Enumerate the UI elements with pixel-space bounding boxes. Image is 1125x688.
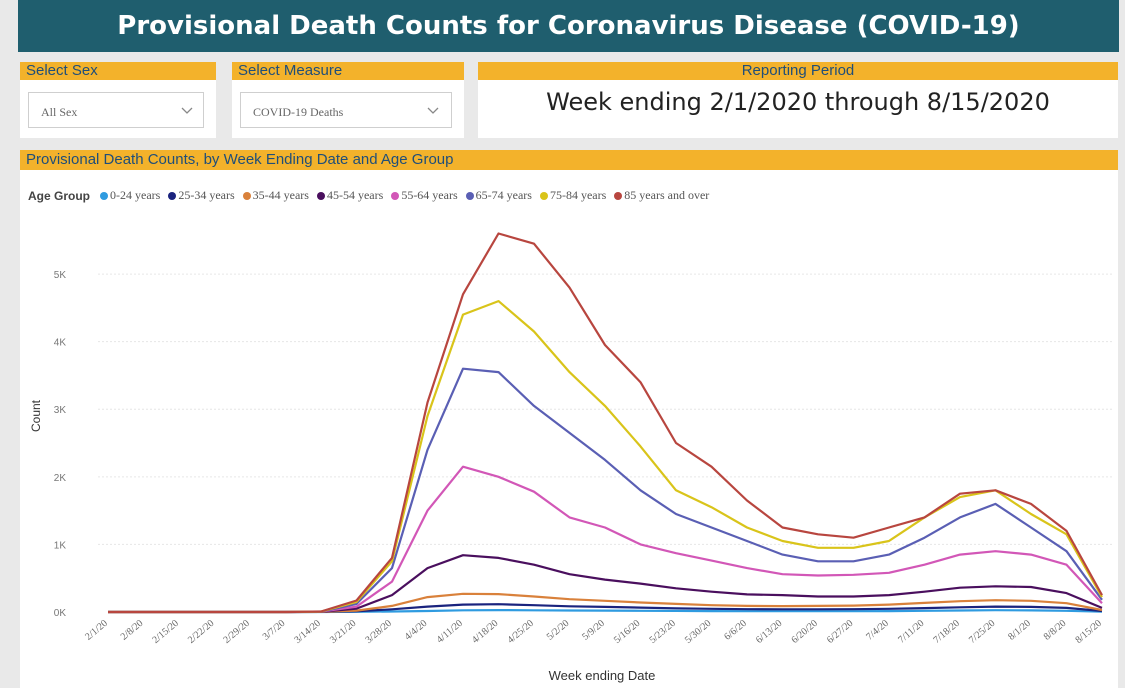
x-tick-label: 8/8/20	[1042, 618, 1069, 643]
x-tick-label: 4/11/20	[435, 618, 465, 646]
legend-item[interactable]: 35-44 years	[242, 188, 309, 203]
legend-swatch	[391, 191, 400, 200]
legend-item[interactable]: 25-34 years	[168, 188, 235, 203]
x-tick-label: 3/7/20	[261, 618, 288, 643]
x-tick-label: 4/25/20	[505, 618, 535, 646]
dashboard-title: Provisional Death Counts for Coronavirus…	[18, 0, 1119, 52]
x-tick-label: 2/8/20	[119, 618, 146, 643]
x-tick-label: 5/30/20	[683, 618, 713, 646]
y-axis-label: Count	[29, 399, 43, 432]
x-tick-label: 6/27/20	[825, 618, 855, 646]
series-line[interactable]	[108, 554, 1103, 614]
legend-label: 45-54 years	[326, 188, 384, 202]
sex-filter-panel: Select Sex All Sex	[20, 62, 216, 138]
x-tick-label: 3/14/20	[292, 618, 322, 646]
y-tick-label: 0K	[54, 608, 67, 619]
chevron-down-icon	[181, 107, 193, 114]
series-line[interactable]	[108, 300, 1103, 614]
legend-swatch	[465, 191, 474, 200]
sex-select[interactable]: All Sex	[28, 92, 204, 128]
legend-item[interactable]: 75-84 years	[539, 188, 607, 203]
chevron-down-icon	[427, 107, 439, 114]
x-tick-label: 4/4/20	[403, 618, 430, 643]
line-chart: 0K 1K 2K 3K 4K 5K Count Week ending Date 2/1/20 2…	[29, 232, 1114, 683]
sex-filter-label: Select Sex	[20, 62, 216, 80]
legend-label: 55-64 years	[401, 188, 458, 202]
x-tick-label: 8/15/20	[1073, 618, 1103, 646]
legend-item[interactable]: 65-74 years	[465, 188, 532, 203]
x-tick-label: 7/25/20	[967, 618, 997, 646]
y-tick-label: 2K	[54, 473, 67, 484]
x-tick-label: 2/22/20	[186, 618, 216, 646]
legend-label: 75-84 years	[549, 188, 607, 202]
legend-item[interactable]: 45-54 years	[316, 188, 384, 203]
series-line[interactable]	[108, 232, 1103, 614]
chart-legend: Age Group 0-24 years 25-34 years 35-44 yea…	[28, 188, 717, 203]
x-tick-label: 6/13/20	[754, 618, 784, 646]
legend-item[interactable]: 55-64 years	[391, 188, 458, 203]
legend-title: Age Group	[28, 188, 90, 203]
legend-label: 25-34 years	[178, 188, 235, 202]
x-axis-label: Week ending Date	[549, 668, 656, 683]
chart-area: Age Group 0-24 years 25-34 years 35-44 yea…	[20, 170, 1118, 688]
x-tick-label: 2/1/20	[83, 618, 110, 643]
legend-label: 85 years and over	[624, 188, 710, 202]
legend-item[interactable]: 85 years and over	[614, 188, 709, 203]
legend-swatch	[100, 191, 108, 200]
series-line[interactable]	[108, 465, 1103, 614]
x-tick-label: 6/20/20	[789, 618, 819, 646]
measure-select[interactable]: COVID-19 Deaths	[240, 92, 452, 128]
legend-swatch	[168, 191, 177, 200]
measure-filter-panel: Select Measure COVID-19 Deaths	[232, 62, 464, 138]
legend-label: 65-74 years	[475, 188, 532, 202]
x-tick-label: 6/6/20	[722, 618, 749, 643]
legend-label: 35-44 years	[252, 188, 309, 202]
measure-select-value: COVID-19 Deaths	[253, 105, 344, 119]
measure-filter-label: Select Measure	[232, 62, 464, 80]
x-tick-label: 5/2/20	[545, 618, 572, 643]
series-line[interactable]	[108, 592, 1103, 614]
reporting-period-value: Week ending 2/1/2020 through 8/15/2020	[546, 88, 1050, 116]
x-tick-label: 8/1/20	[1006, 618, 1033, 643]
x-tick-label: 7/4/20	[864, 618, 891, 643]
x-tick-label: 2/15/20	[150, 618, 180, 646]
legend-swatch	[539, 191, 548, 200]
x-tick-label: 7/18/20	[931, 618, 961, 646]
reporting-period-panel: Reporting Period Week ending 2/1/2020 th…	[478, 62, 1118, 138]
sex-select-value: All Sex	[41, 105, 78, 119]
x-tick-label: 7/11/20	[896, 618, 926, 646]
legend-swatch	[316, 191, 325, 200]
x-tick-label: 5/23/20	[647, 618, 677, 646]
chart-title: Provisional Death Counts, by Week Ending…	[20, 150, 1118, 170]
x-tick-label: 5/16/20	[612, 618, 642, 646]
x-tick-label: 3/28/20	[363, 618, 393, 646]
reporting-period-label: Reporting Period	[478, 62, 1118, 80]
legend-item[interactable]: 0-24 years	[100, 188, 160, 203]
legend-swatch	[614, 191, 623, 200]
x-tick-label: 5/9/20	[580, 618, 607, 643]
legend-swatch	[242, 191, 251, 200]
x-tick-label: 3/21/20	[328, 618, 358, 646]
y-tick-label: 4K	[54, 338, 67, 349]
y-tick-label: 1K	[54, 540, 67, 551]
x-tick-label: 4/18/20	[470, 618, 500, 646]
legend-label: 0-24 years	[110, 188, 161, 202]
x-tick-label: 2/29/20	[221, 618, 251, 646]
y-tick-label: 5K	[54, 270, 67, 281]
y-tick-label: 3K	[54, 405, 67, 416]
